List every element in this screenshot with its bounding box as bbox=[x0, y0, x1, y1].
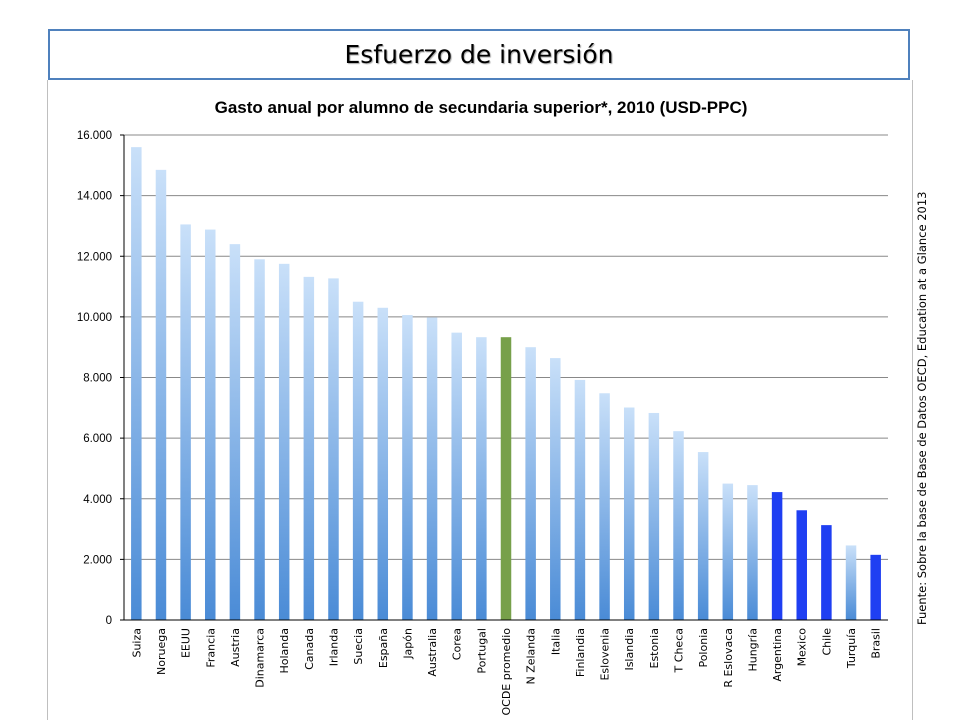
bar-corea bbox=[451, 332, 462, 620]
x-tick-label: Argentina bbox=[771, 628, 784, 682]
bar-canada bbox=[303, 276, 315, 620]
x-tick-label: Polonia bbox=[697, 628, 710, 668]
x-tick-label: Corea bbox=[451, 628, 464, 660]
x-tick-label: N Zelanda bbox=[525, 628, 538, 685]
bar-ocde-promedio bbox=[500, 337, 512, 620]
bar-suecia bbox=[352, 301, 364, 620]
bar-estonia bbox=[648, 412, 660, 620]
bar-finlandia bbox=[574, 379, 586, 620]
x-tick-label: Hungría bbox=[746, 628, 759, 672]
x-tick-label: Eslovenia bbox=[599, 628, 612, 681]
x-tick-label: EEUU bbox=[180, 628, 193, 658]
slide-title-box: Esfuerzo de inversión bbox=[48, 29, 910, 80]
bar-turquía bbox=[845, 545, 857, 620]
x-tick-label: Mexico bbox=[796, 628, 809, 667]
bar-irlanda bbox=[328, 278, 339, 620]
y-tick-label: 6.000 bbox=[83, 433, 112, 445]
slide-title: Esfuerzo de inversión bbox=[344, 40, 614, 69]
y-tick-label: 0 bbox=[106, 615, 112, 627]
bar-españa bbox=[377, 307, 389, 620]
x-tick-label: Japón bbox=[401, 628, 414, 660]
x-tick-label: Canada bbox=[303, 628, 316, 670]
x-tick-label: Islandia bbox=[623, 628, 636, 671]
x-tick-label: Holanda bbox=[278, 628, 291, 674]
bar-noruega bbox=[155, 169, 167, 620]
bar-dinamarca bbox=[254, 259, 265, 620]
bar-hungría bbox=[747, 485, 758, 620]
y-tick-label: 16.000 bbox=[77, 130, 112, 142]
y-tick-label: 4.000 bbox=[83, 494, 112, 506]
x-tick-label: OCDE promedio bbox=[500, 628, 513, 716]
y-tick-label: 2.000 bbox=[83, 554, 112, 566]
bar-polonia bbox=[697, 452, 709, 620]
bar-portugal bbox=[476, 337, 487, 620]
bar-japón bbox=[402, 315, 413, 620]
x-tick-label: Suecia bbox=[352, 628, 365, 665]
bar-eeuu bbox=[180, 224, 191, 620]
bar-islandia bbox=[623, 407, 635, 620]
x-tick-label: Portugal bbox=[475, 628, 488, 674]
y-tick-label: 10.000 bbox=[77, 312, 112, 324]
x-tick-label: Suiza bbox=[130, 628, 143, 658]
x-tick-label: Chile bbox=[820, 628, 833, 656]
bar-holanda bbox=[278, 263, 290, 620]
x-tick-label: Brasil bbox=[870, 628, 883, 659]
x-tick-label: Noruega bbox=[155, 628, 168, 675]
chart-title: Gasto anual por alumno de secundaria sup… bbox=[215, 98, 748, 117]
bar-t-checa bbox=[673, 431, 684, 620]
x-tick-label: Austria bbox=[229, 628, 242, 667]
bar-r-eslovaca bbox=[722, 483, 734, 620]
x-tick-label: España bbox=[377, 628, 390, 668]
x-axis-ticks: Suiza Noruega EEUU Francia Austria Dinamarca H… bbox=[130, 628, 882, 716]
y-tick-label: 8.000 bbox=[83, 373, 112, 385]
x-tick-label: Italia bbox=[549, 628, 562, 655]
bar-austria bbox=[229, 244, 241, 620]
x-tick-label: T Checa bbox=[673, 628, 686, 673]
bar-australia bbox=[426, 317, 438, 620]
x-tick-label: Australia bbox=[426, 628, 439, 677]
x-tick-label: Irlanda bbox=[327, 628, 340, 666]
bar-italia bbox=[550, 358, 561, 620]
bar-francia bbox=[205, 229, 216, 620]
bar-chile bbox=[821, 525, 832, 620]
y-tick-label: 12.000 bbox=[77, 251, 112, 263]
x-tick-label: Dinamarca bbox=[254, 628, 267, 688]
x-tick-label: Francia bbox=[204, 628, 217, 668]
y-axis-ticks: 0 2.000 4.000 6.000 8.000 10.000 12.000 14.000 1… bbox=[77, 130, 124, 627]
bar-argentina bbox=[771, 492, 783, 620]
x-tick-label: Estonia bbox=[648, 628, 661, 669]
bar-brasil bbox=[870, 554, 881, 620]
source-note: Fuente: Sobre la base de Base de Datos O… bbox=[915, 191, 929, 625]
bar-eslovenia bbox=[599, 393, 610, 620]
x-tick-label: Turquía bbox=[845, 628, 858, 669]
bars bbox=[131, 147, 881, 620]
bar-mexico bbox=[796, 510, 807, 620]
bar-suiza bbox=[131, 147, 142, 620]
bar-n-zelanda bbox=[525, 347, 536, 620]
x-tick-label: Finlandia bbox=[574, 628, 587, 677]
x-tick-label: R Eslovaca bbox=[722, 628, 735, 688]
y-tick-label: 14.000 bbox=[77, 191, 112, 203]
